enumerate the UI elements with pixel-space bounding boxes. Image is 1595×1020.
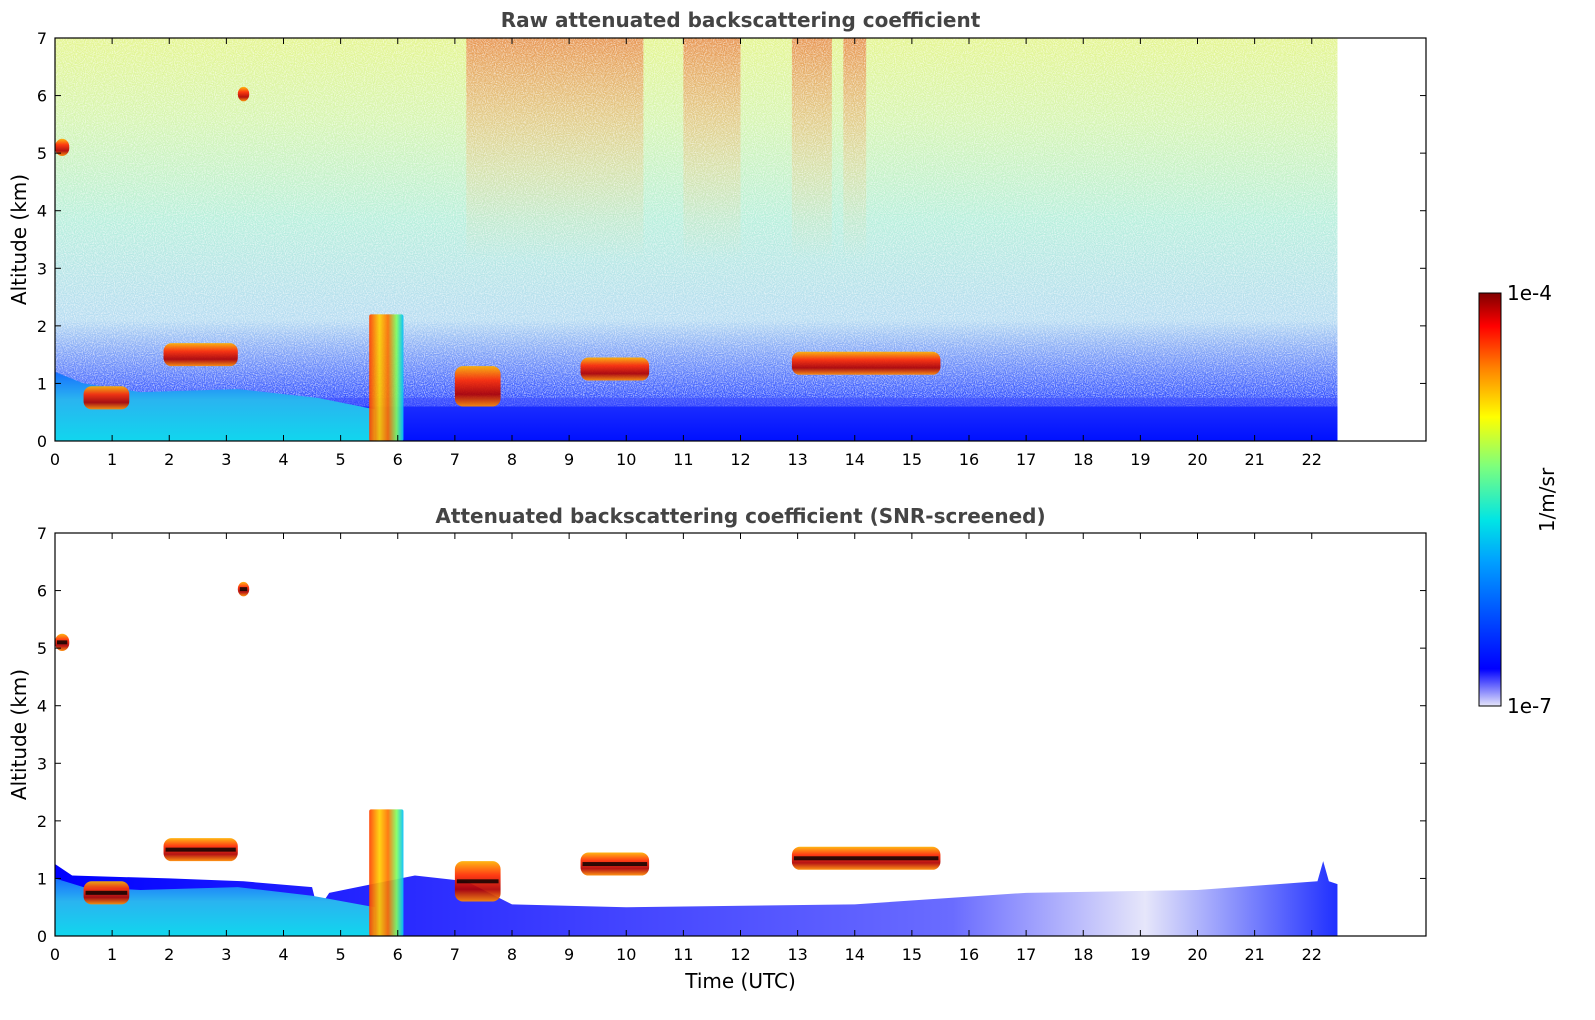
cloud-feature <box>454 366 501 407</box>
x-tick-label: 14 <box>845 945 865 964</box>
x-tick-label: 19 <box>1130 945 1150 964</box>
y-tick-label: 1 <box>37 374 47 393</box>
x-tick-label: 18 <box>1073 450 1093 469</box>
plot-area <box>55 533 1426 936</box>
x-tick-label: 12 <box>730 450 750 469</box>
colorbar-min-label: 1e-7 <box>1507 694 1552 718</box>
cloud-feature <box>83 386 130 410</box>
aerosol-layer <box>55 878 375 936</box>
x-tick-label: 0 <box>50 450 60 469</box>
y-tick-label: 2 <box>37 812 47 831</box>
colorbar: 1e-4 1e-7 1/m/sr <box>1478 281 1559 718</box>
x-tick-label: 13 <box>787 945 807 964</box>
y-tick-label: 4 <box>37 202 47 221</box>
cloud-core <box>85 890 128 895</box>
x-tick-label: 22 <box>1302 945 1322 964</box>
x-tick-label: 6 <box>393 945 403 964</box>
x-tick-label: 20 <box>1187 945 1207 964</box>
cloud-feature <box>369 314 404 441</box>
x-tick-label: 3 <box>221 450 231 469</box>
x-tick-label: 0 <box>50 945 60 964</box>
panel-screened: Attenuated backscattering coefficient (S… <box>7 504 1427 993</box>
colorbar-max-label: 1e-4 <box>1507 281 1552 305</box>
cloud-feature <box>237 86 250 102</box>
y-tick-label: 5 <box>37 144 47 163</box>
x-tick-label: 10 <box>616 450 636 469</box>
x-tick-label: 9 <box>564 945 574 964</box>
x-tick-label: 17 <box>1016 450 1036 469</box>
x-tick-label: 8 <box>507 945 517 964</box>
x-tick-label: 2 <box>164 945 174 964</box>
x-tick-label: 8 <box>507 450 517 469</box>
cloud-feature <box>580 357 650 381</box>
x-tick-label: 1 <box>107 945 117 964</box>
cloud-core <box>456 879 499 884</box>
x-tick-label: 1 <box>107 450 117 469</box>
x-tick-label: 15 <box>902 945 922 964</box>
y-axis-label: Altitude (km) <box>7 174 31 305</box>
x-tick-label: 3 <box>221 945 231 964</box>
heatmap <box>55 38 1338 441</box>
x-axis-label: Time (UTC) <box>684 969 796 993</box>
chart-title: Attenuated backscattering coefficient (S… <box>435 504 1045 528</box>
y-axis-label: Altitude (km) <box>7 669 31 800</box>
y-tick-label: 6 <box>37 87 47 106</box>
y-tick-label: 7 <box>37 524 47 543</box>
x-tick-label: 11 <box>673 450 693 469</box>
cloud-core <box>582 862 648 867</box>
x-tick-label: 12 <box>730 945 750 964</box>
x-tick-label: 5 <box>336 945 346 964</box>
x-tick-label: 19 <box>1130 450 1150 469</box>
y-tick-label: 2 <box>37 317 47 336</box>
cloud-feature <box>55 138 70 157</box>
panel-raw: Raw attenuated backscattering coefficien… <box>7 8 1427 469</box>
cloud-feature <box>791 351 941 375</box>
y-tick-label: 0 <box>37 927 47 946</box>
x-tick-label: 21 <box>1244 450 1264 469</box>
y-tick-label: 6 <box>37 582 47 601</box>
x-tick-label: 13 <box>787 450 807 469</box>
boundary-layer-top <box>55 397 1338 407</box>
cloud-core <box>165 847 236 852</box>
x-tick-label: 6 <box>393 450 403 469</box>
cloud-feature <box>369 809 404 936</box>
x-tick-label: 16 <box>959 945 979 964</box>
x-tick-label: 16 <box>959 450 979 469</box>
cloud-core <box>239 587 248 592</box>
x-tick-label: 4 <box>278 450 288 469</box>
x-tick-label: 2 <box>164 450 174 469</box>
colorbar-gradient <box>1478 292 1502 707</box>
x-tick-label: 5 <box>336 450 346 469</box>
x-tick-label: 22 <box>1302 450 1322 469</box>
cloud-feature <box>163 343 238 367</box>
y-tick-label: 3 <box>37 754 47 773</box>
chart-title: Raw attenuated backscattering coefficien… <box>501 8 981 32</box>
x-tick-label: 15 <box>902 450 922 469</box>
speckle <box>55 38 1338 441</box>
x-tick-label: 14 <box>845 450 865 469</box>
cloud-core <box>793 856 939 861</box>
y-tick-label: 5 <box>37 639 47 658</box>
y-tick-label: 3 <box>37 259 47 278</box>
y-tick-label: 7 <box>37 29 47 48</box>
x-tick-label: 9 <box>564 450 574 469</box>
x-tick-label: 21 <box>1244 945 1264 964</box>
x-tick-label: 11 <box>673 945 693 964</box>
y-tick-label: 0 <box>37 432 47 451</box>
aerosol-layer <box>55 371 375 441</box>
colorbar-unit-label: 1/m/sr <box>1535 467 1559 532</box>
cloud-core <box>57 640 68 645</box>
x-tick-label: 4 <box>278 945 288 964</box>
x-tick-label: 10 <box>616 945 636 964</box>
x-tick-label: 7 <box>450 450 460 469</box>
y-tick-label: 4 <box>37 697 47 716</box>
y-tick-label: 1 <box>37 869 47 888</box>
x-tick-label: 18 <box>1073 945 1093 964</box>
x-tick-label: 7 <box>450 945 460 964</box>
x-tick-label: 17 <box>1016 945 1036 964</box>
x-tick-label: 20 <box>1187 450 1207 469</box>
heatmap <box>55 581 1338 936</box>
